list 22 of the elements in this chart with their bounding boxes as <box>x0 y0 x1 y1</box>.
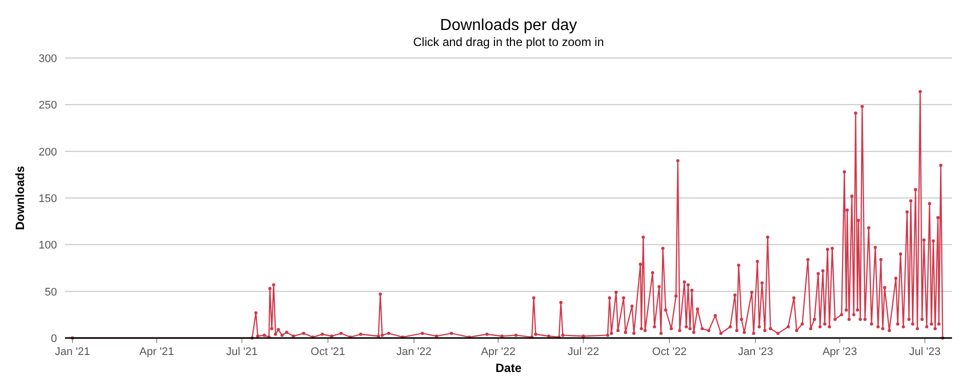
y-tick-label: 100 <box>38 240 57 252</box>
x-tick-label: Jan '23 <box>738 346 774 358</box>
y-axis-title: Downloads <box>13 166 27 230</box>
x-tick-label: Apr '23 <box>822 346 857 358</box>
y-tick-label: 250 <box>38 100 57 112</box>
x-tick-label: Oct '22 <box>652 346 687 358</box>
x-tick-label: Apr '22 <box>480 346 516 358</box>
x-tick-label: Jan '21 <box>54 346 90 358</box>
x-axis-title: Date <box>495 361 522 375</box>
y-tick-label: 200 <box>38 146 57 158</box>
x-tick-label: Jul '22 <box>568 346 600 358</box>
x-tick-label: Jul '23 <box>909 346 941 358</box>
y-tick-label: 300 <box>38 53 57 65</box>
x-tick-label: Oct '21 <box>310 346 346 358</box>
chart-subtitle: Click and drag in the plot to zoom in <box>413 35 604 49</box>
x-tick-label: Jan '22 <box>396 346 432 358</box>
x-tick-label: Jul '21 <box>226 346 258 358</box>
y-tick-label: 0 <box>50 333 57 345</box>
x-tick-label: Apr '21 <box>139 346 174 358</box>
y-tick-label: 50 <box>44 286 57 298</box>
chart-title: Downloads per day <box>440 17 577 34</box>
y-tick-label: 150 <box>38 193 57 205</box>
